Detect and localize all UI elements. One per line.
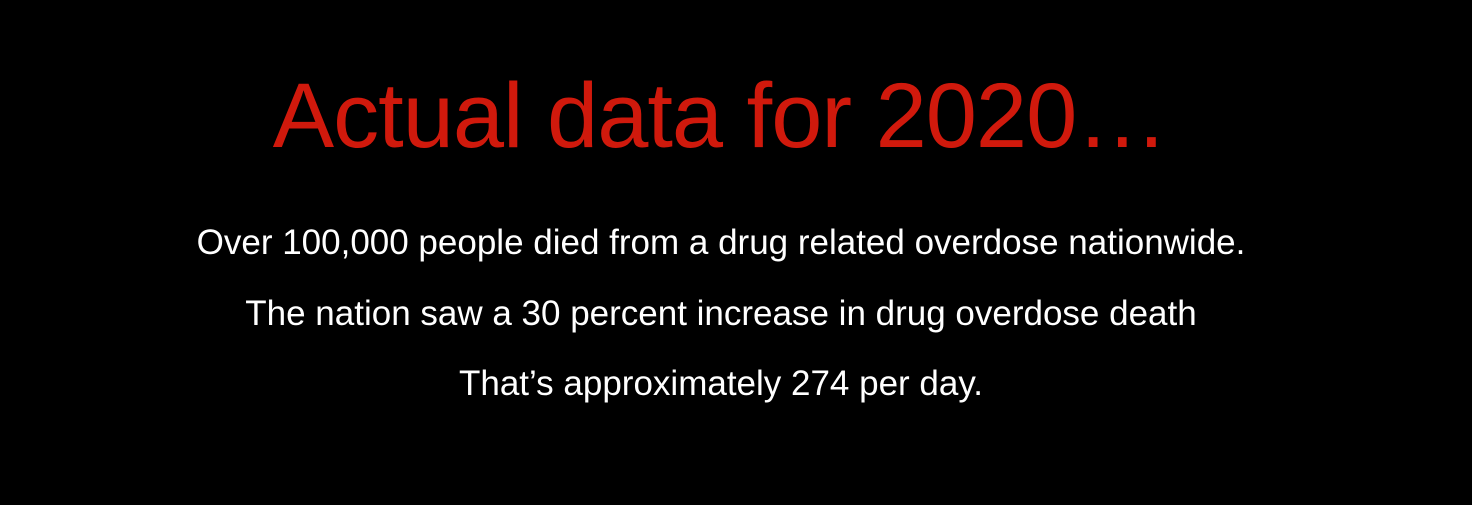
statement-line-3: That’s approximately 274 per day. — [459, 364, 983, 403]
statement-line-2: The nation saw a 30 percent increase in … — [245, 294, 1197, 333]
slide-title: Actual data for 2020… — [272, 65, 1168, 167]
statement-line-1: Over 100,000 people died from a drug rel… — [196, 223, 1246, 262]
